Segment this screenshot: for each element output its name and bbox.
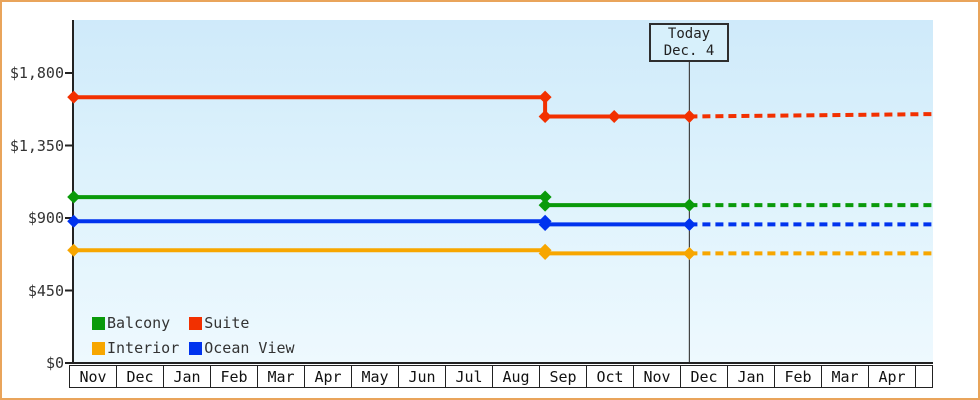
x-axis-month-row: Nov Dec Jan Feb Mar Apr May Jun Jul Aug Sep Oct Nov D… [69, 365, 933, 388]
legend-swatch-icon [189, 316, 203, 330]
data-point-marker [538, 110, 552, 123]
series-line-suite [73, 95, 690, 119]
chart-legend: Balcony Suite Interior Ocean View [92, 314, 295, 357]
legend-label: Interior [107, 339, 180, 357]
month-cell: Jul [446, 366, 493, 387]
data-point-marker [607, 110, 621, 123]
month-cell: May [352, 366, 399, 387]
today-date: Dec. 4 [663, 42, 715, 59]
today-marker-box: Today Dec. 4 [649, 23, 729, 62]
month-cell: Apr [305, 366, 352, 387]
y-axis-tick-label: $1,800 [9, 64, 64, 82]
data-point-marker [682, 110, 696, 123]
series-line-ocean-view [73, 219, 690, 227]
data-point-marker [67, 214, 81, 228]
legend-label: Suite [204, 314, 250, 332]
legend-label: Balcony [107, 314, 171, 332]
month-cell: Sep [540, 366, 587, 387]
legend-swatch-icon [189, 341, 203, 355]
data-point-marker [538, 198, 552, 212]
month-cell: Dec [681, 366, 728, 387]
month-cell: Mar [822, 366, 869, 387]
data-point-marker [538, 190, 552, 204]
data-point-marker [538, 90, 552, 104]
data-point-marker [538, 217, 552, 231]
month-cell: Nov [634, 366, 681, 387]
legend-item-balcony: Balcony [92, 314, 179, 332]
y-axis-tick-label: $1,350 [9, 136, 64, 155]
data-point-marker [682, 217, 696, 231]
today-label: Today [667, 25, 711, 42]
data-point-marker [538, 246, 552, 260]
month-cell: Oct [587, 366, 634, 387]
month-cell: Jan [164, 366, 211, 387]
legend-label: Ocean View [204, 339, 295, 357]
y-axis-tick-label: $900 [27, 209, 64, 227]
y-axis-tick-label: $450 [27, 281, 64, 300]
series-line-balcony [73, 195, 690, 208]
legend-item-suite: Suite [189, 314, 294, 332]
month-cell: Feb [775, 366, 822, 387]
data-point-marker [67, 243, 81, 257]
data-point-marker [67, 90, 81, 104]
month-cell: Dec [117, 366, 164, 387]
legend-swatch-icon [92, 316, 105, 330]
month-cell: Feb [211, 366, 258, 387]
data-point-marker [67, 190, 81, 204]
data-point-marker [682, 198, 696, 212]
month-cell: Aug [493, 366, 540, 387]
plot-area [73, 20, 933, 363]
month-cell: Nov [70, 366, 117, 387]
legend-item-interior: Interior [92, 339, 179, 357]
month-cell: Apr [869, 366, 916, 387]
legend-item-ocean-view: Ocean View [189, 339, 295, 357]
series-line-interior [73, 248, 690, 256]
month-cell: Mar [258, 366, 305, 387]
month-cell: Jun [399, 366, 446, 387]
month-cell: Jan [728, 366, 775, 387]
month-cell-filler [916, 366, 932, 387]
legend-swatch-icon [92, 341, 105, 355]
data-point-marker [682, 246, 696, 260]
y-axis-tick-label: $0 [45, 354, 64, 372]
forecast-line-suite [689, 112, 932, 119]
